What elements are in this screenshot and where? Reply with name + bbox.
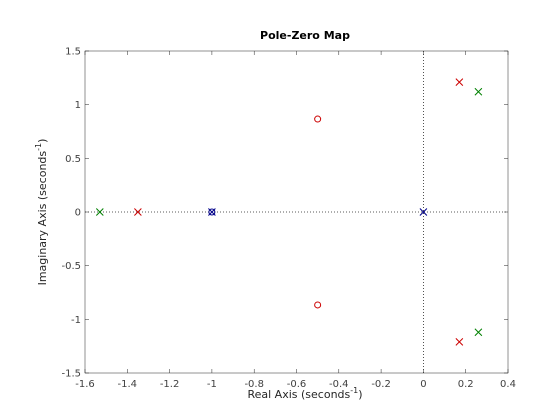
x-tick-label: 0 xyxy=(420,379,426,390)
y-axis-ticks: -1.5 -1 -0.5 0 0.5 1 1.5 xyxy=(61,47,508,380)
pole-marker xyxy=(455,338,464,346)
x-tick-label: -0.8 xyxy=(244,379,264,390)
pole-zero-marks xyxy=(95,78,483,346)
x-axis-title-tail: ) xyxy=(358,388,362,401)
x-axis-title-superscript: -1 xyxy=(350,386,358,395)
x-tick-label: 0.4 xyxy=(500,379,516,390)
zero-marker xyxy=(208,208,216,216)
y-axis-title: Imaginary Axis (seconds-1) xyxy=(34,139,49,286)
y-axis-title-superscript: -1 xyxy=(34,143,43,151)
pole-marker xyxy=(208,208,216,216)
x-axis-ticks: -1.6 -1.4 -1.2 -1 -0.8 -0.6 -0.4 -0.2 0 0.2 0.4 xyxy=(75,51,516,390)
plot-area: -1.6 -1.4 -1.2 -1 -0.8 -0.6 -0.4 -0.2 0 0.2 0.4 -1… xyxy=(61,47,515,391)
x-tick-label: -0.4 xyxy=(329,379,349,390)
x-tick-label: 0.2 xyxy=(458,379,474,390)
axes-background xyxy=(85,51,508,373)
pole-marker xyxy=(474,87,483,96)
pole-marker xyxy=(95,208,104,216)
pole-marker xyxy=(134,208,142,216)
x-tick-label: -0.6 xyxy=(287,379,307,390)
x-tick-label: -0.2 xyxy=(371,379,391,390)
y-tick-label: -0.5 xyxy=(61,261,81,272)
pole-marker xyxy=(419,208,428,216)
x-axis-title-main: Real Axis (seconds xyxy=(247,388,350,401)
pole-marker xyxy=(474,328,483,337)
zero-marker xyxy=(314,301,322,309)
zero-marker xyxy=(314,115,322,123)
x-tick-label: -1 xyxy=(207,379,217,390)
y-axis-title-main: Imaginary Axis (seconds xyxy=(36,151,49,286)
y-tick-label: -1 xyxy=(71,315,81,326)
y-tick-label: 0 xyxy=(75,208,81,219)
y-tick-label: 1 xyxy=(75,100,81,111)
x-tick-label: -1.2 xyxy=(160,379,180,390)
y-tick-label: 1.5 xyxy=(65,47,81,58)
y-tick-label: -1.5 xyxy=(61,369,81,380)
y-tick-label: 0.5 xyxy=(65,154,81,165)
chart-title: Pole-Zero Map xyxy=(260,29,350,42)
pole-marker xyxy=(455,78,464,86)
x-tick-label: -1.4 xyxy=(118,379,138,390)
y-axis-title-tail: ) xyxy=(36,139,49,143)
x-axis-title: Real Axis (seconds-1) xyxy=(247,386,362,401)
x-tick-label: -1.6 xyxy=(75,379,95,390)
